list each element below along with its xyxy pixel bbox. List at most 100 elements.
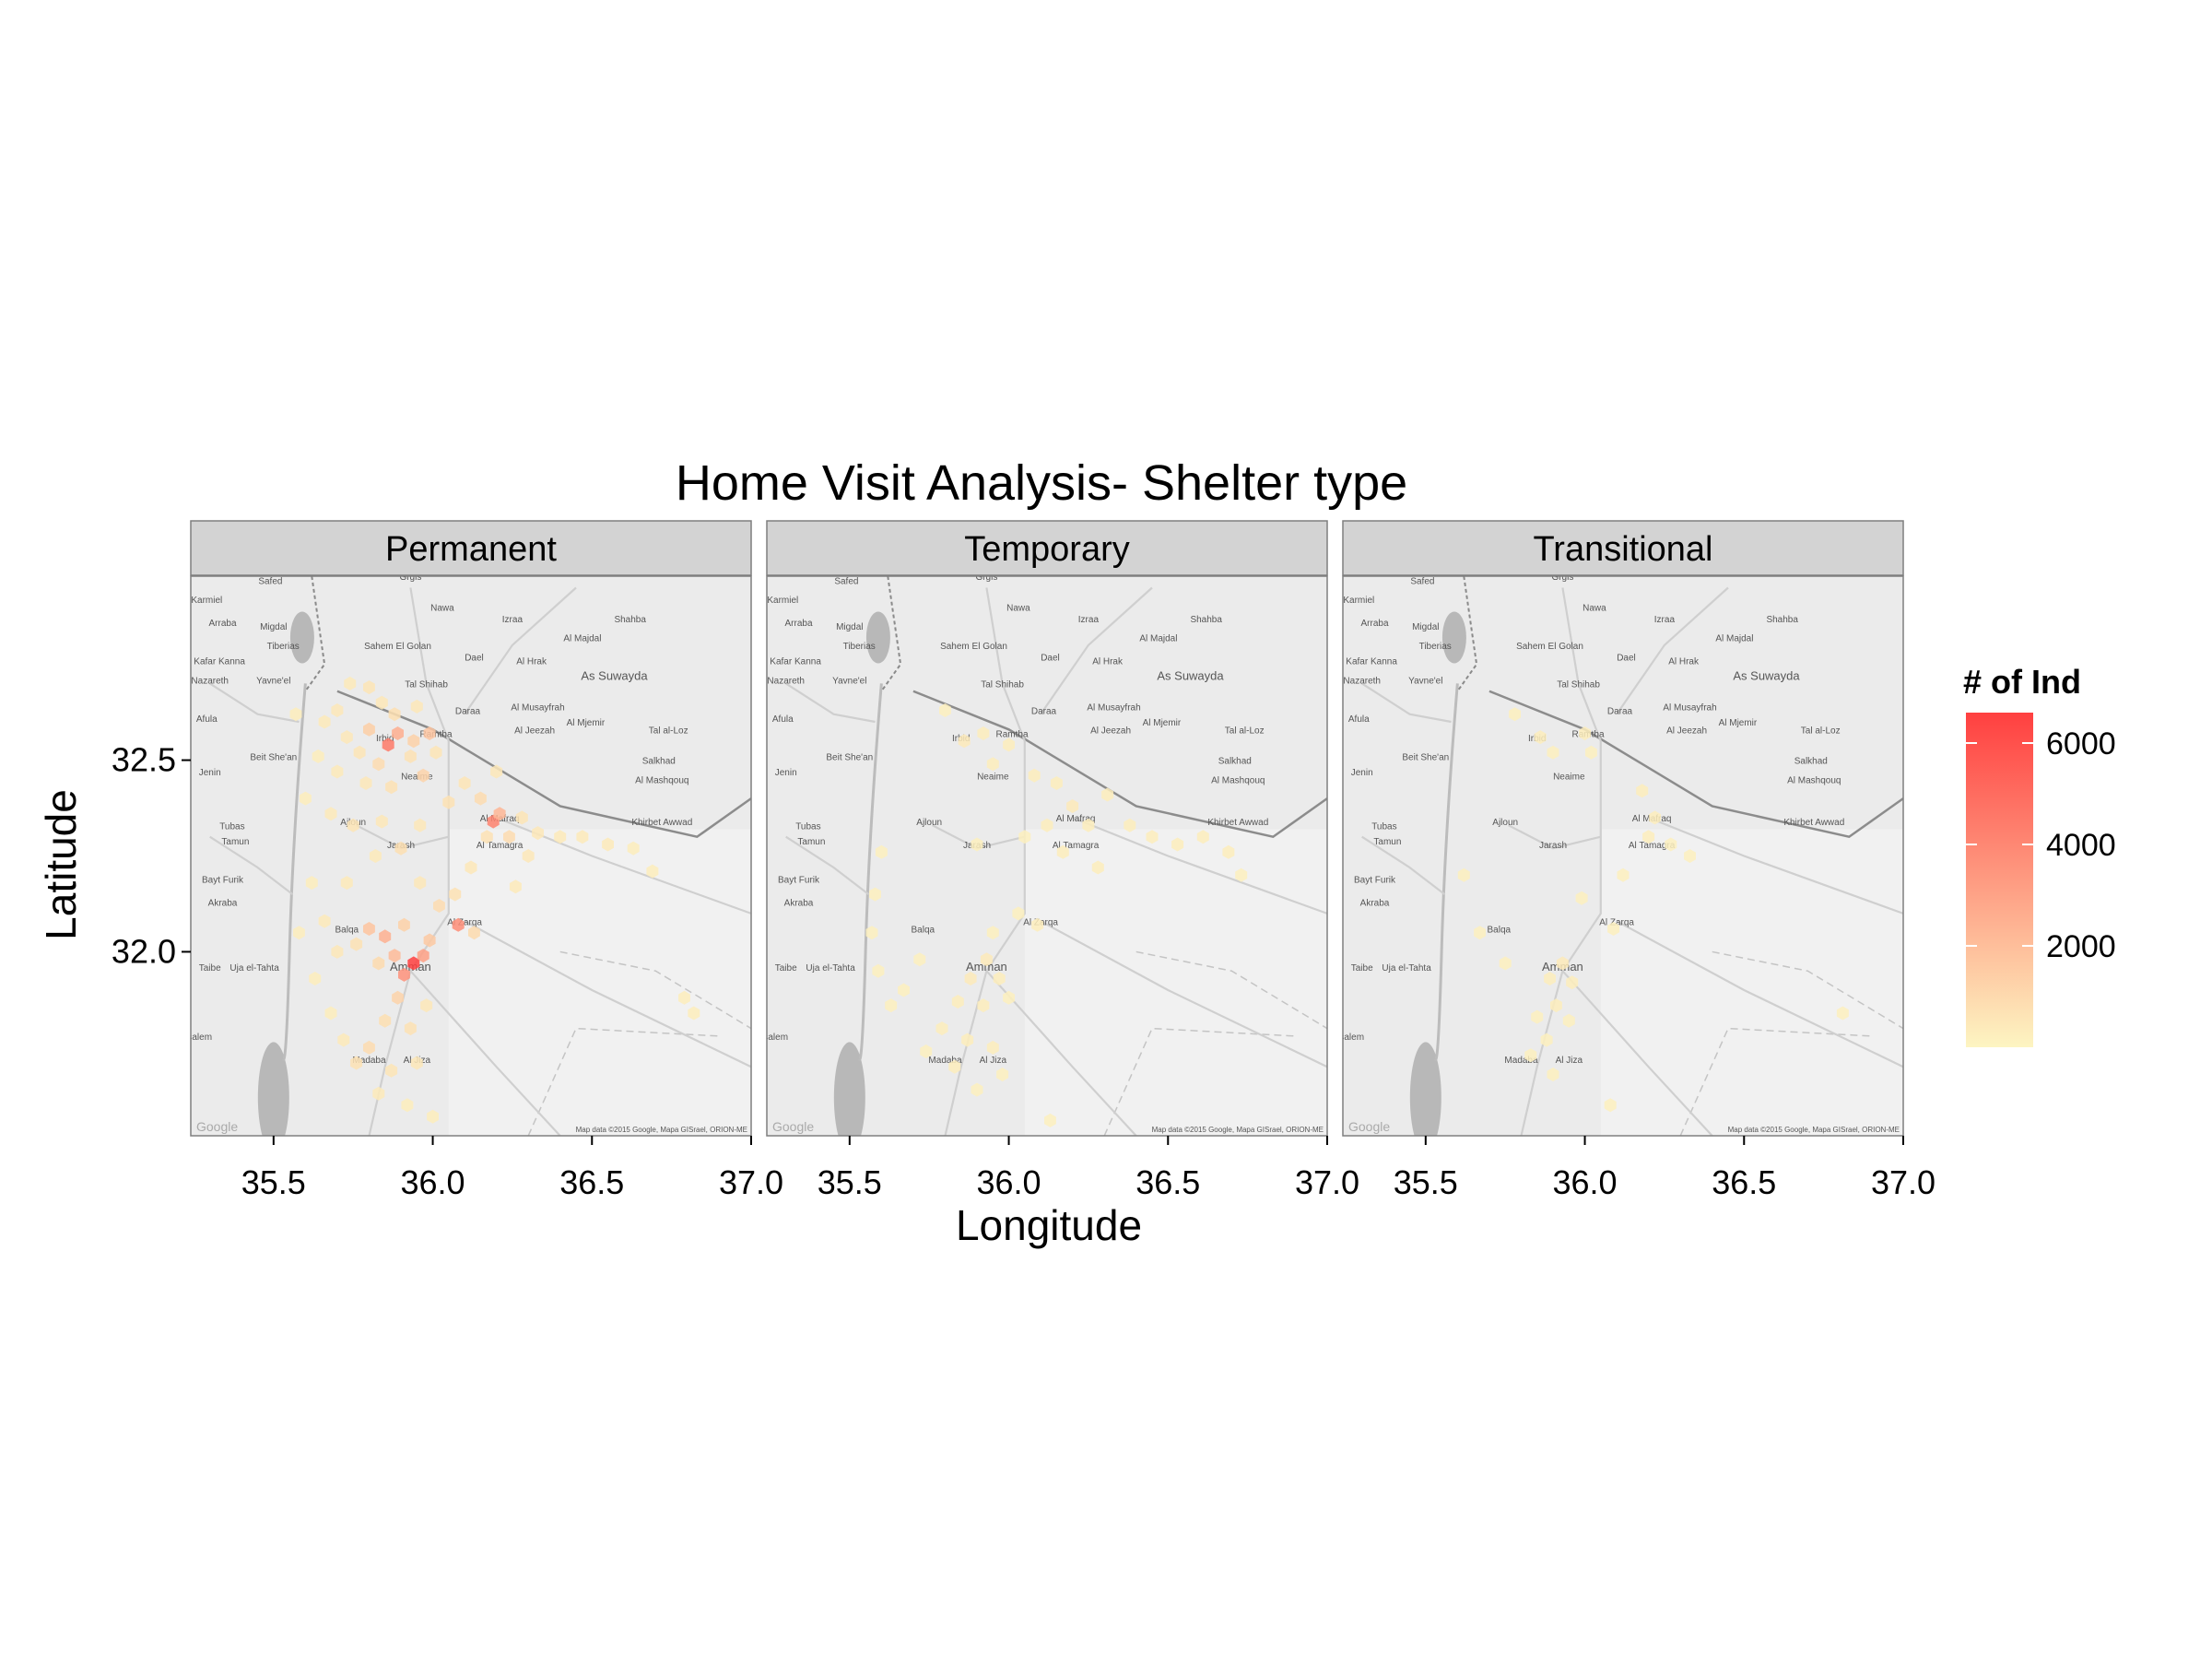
hexbin-cell: [318, 914, 331, 928]
hexbin-cell: [340, 730, 353, 745]
hexbin-cell: [1585, 745, 1597, 760]
map-road: [1072, 816, 1327, 915]
map-place-label: Izraa: [1078, 615, 1100, 625]
hexbin-cell: [490, 764, 503, 779]
map-place-label: Dael: [1041, 654, 1060, 664]
map-place-label: Nazareth: [1343, 676, 1381, 686]
map-place-label: Jarash: [1539, 841, 1567, 851]
map-admin-line: [527, 1027, 720, 1136]
hexbin-cell: [1566, 975, 1579, 990]
map-place-label: Sahem El Golan: [364, 642, 431, 652]
hexbin-cell: [977, 998, 990, 1013]
hexbin-cell: [1171, 837, 1184, 852]
hexbin-cell: [532, 826, 544, 841]
map-place-label: Al Mashqouq: [635, 776, 688, 786]
hexbin-cell: [920, 1044, 933, 1058]
hexbin-cell: [331, 703, 344, 717]
map-place-label: Daraa: [1031, 707, 1057, 717]
map-road: [1040, 920, 1327, 1068]
hexbin-cell: [1028, 768, 1041, 783]
map-place-label: Safed: [834, 576, 858, 586]
facet-transitional: Transitional Safed Karmiel Grgis Nawa Izraa Sh…: [1342, 520, 1936, 1201]
map-place-label: Al Hrak: [1092, 657, 1124, 667]
map-place-label: Grgis: [1551, 572, 1573, 583]
map-attribution: Map data ©2015 Google, Mapa GISrael, ORI…: [1152, 1126, 1324, 1134]
map-place-label: As Suwayda: [581, 668, 648, 682]
map-road: [1561, 970, 1713, 1136]
map-place-label: Al Mashqouq: [1787, 776, 1841, 786]
facet-strip: [1342, 520, 1904, 576]
map-place-label: Al Zarqa: [1599, 917, 1634, 927]
panel-border: [190, 575, 752, 1137]
map-admin-line: [1712, 950, 1903, 1030]
y-tick-label: 32.5: [112, 741, 176, 779]
x-tick-label: 37.0: [1295, 1163, 1359, 1201]
map-place-label: Kafar Kanna: [1346, 657, 1397, 667]
hexbin-cell: [872, 963, 885, 978]
map-lake-tiberias: [289, 611, 314, 664]
hexbin-cell: [375, 814, 388, 829]
map-road: [409, 970, 561, 1136]
map-road: [464, 586, 577, 715]
map-place-label: Al Hrak: [1668, 657, 1700, 667]
map-desert: [1600, 829, 1903, 1136]
map-place-label: Migdal: [836, 622, 863, 632]
map-dead-sea: [833, 1042, 865, 1136]
map-place-label: Al Majdal: [563, 634, 601, 644]
hexbin-cell: [1649, 810, 1661, 825]
map-place-label: Daraa: [1607, 707, 1633, 717]
hexbin-cell: [449, 887, 462, 902]
map-lake-tiberias: [865, 611, 890, 664]
hexbin-cell: [407, 956, 420, 971]
map-place-label: Al Majdal: [1715, 634, 1753, 644]
map-road: [985, 970, 1137, 1136]
legend-tick-label: 2000: [2046, 929, 2116, 964]
map-road: [1361, 835, 1446, 895]
basemap: Safed Karmiel Grgis Nawa Izraa Shahba Arraba Mi…: [1343, 572, 1903, 1136]
hexbin-cell: [1636, 784, 1649, 798]
hexbin-cell: [885, 998, 898, 1013]
hexbin-cell: [1665, 837, 1677, 852]
hexbin-cell: [958, 734, 971, 749]
hexbin-cell: [948, 1059, 961, 1074]
legend-title: # of Ind: [1963, 663, 2081, 701]
map-place-label: Al Musayfrah: [511, 703, 564, 714]
hexbin-cell: [382, 738, 394, 752]
map-lake-tiberias: [1441, 611, 1466, 664]
map-jordan-river: [857, 683, 883, 1061]
map-place-label: Tal Shihab: [1557, 680, 1600, 690]
map-place-label: Madaba: [928, 1056, 962, 1066]
hexbin-cell: [363, 680, 375, 695]
hexbin-cell: [1836, 1006, 1849, 1021]
hexbin-cell: [602, 837, 614, 852]
hexbin-cell: [394, 841, 407, 856]
hexbin-cell: [627, 841, 640, 856]
hexbin-cell: [1124, 818, 1136, 832]
map-place-label: Al Jeezah: [1090, 726, 1131, 737]
hexbin-cell: [350, 937, 363, 951]
map-admin-line: [1679, 1027, 1872, 1136]
map-attribution: Map data ©2015 Google, Mapa GISrael, ORI…: [1728, 1126, 1900, 1134]
map-road: [785, 682, 876, 724]
hexbin-cell: [340, 876, 353, 891]
map-place-label: Al Mjemir: [1143, 718, 1182, 728]
hexbin-cell: [1562, 1013, 1575, 1028]
map-place-label: Taibe: [199, 963, 221, 974]
map-place-label: Tiberias: [843, 642, 876, 652]
hexbin-cell: [951, 995, 964, 1009]
map-place-label: Al Tamagra: [477, 841, 524, 851]
google-logo: Google: [1348, 1119, 1390, 1134]
map-jordan-river: [1433, 683, 1459, 1061]
map-place-label: Tamun: [221, 837, 249, 847]
map-place-label: Balqa: [1488, 926, 1512, 936]
hexbin-cell: [1082, 818, 1095, 832]
hexbin-cell: [515, 810, 528, 825]
hexbin-cell: [1003, 738, 1015, 752]
map-place-label: Jenin: [199, 768, 221, 778]
map-place-label: Afula: [772, 714, 794, 725]
map-place-label: Taibe: [775, 963, 797, 974]
hexbin-cell: [1604, 1098, 1617, 1113]
map-place-label: Tal Shihab: [405, 680, 448, 690]
hexbin-cell: [1031, 917, 1044, 932]
